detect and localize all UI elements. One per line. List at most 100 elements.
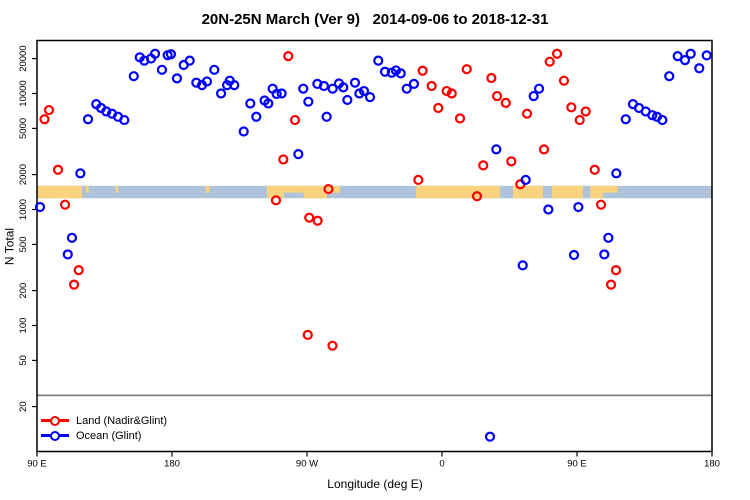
land-strip-segment bbox=[266, 185, 284, 199]
data-point bbox=[528, 90, 539, 102]
x-tick-label: 90 E bbox=[567, 459, 587, 470]
island-strip-segment bbox=[85, 185, 89, 193]
data-point bbox=[59, 199, 71, 210]
data-point bbox=[647, 110, 658, 121]
data-point bbox=[119, 114, 130, 126]
data-point bbox=[364, 92, 376, 103]
data-point bbox=[558, 75, 570, 86]
x-tick-label: 0 bbox=[439, 459, 444, 470]
data-point bbox=[128, 71, 139, 82]
data-point bbox=[611, 168, 622, 179]
data-point bbox=[209, 64, 220, 75]
data-point bbox=[603, 232, 614, 243]
data-point bbox=[62, 249, 73, 260]
data-point bbox=[491, 144, 502, 155]
data-point bbox=[433, 102, 444, 114]
data-point bbox=[66, 232, 78, 243]
data-point bbox=[373, 55, 384, 66]
data-point bbox=[551, 48, 563, 59]
data-point bbox=[599, 249, 610, 260]
y-tick-label: 20000 bbox=[18, 45, 29, 71]
legend-label-ocean: Ocean (Glint) bbox=[76, 429, 142, 442]
data-point bbox=[533, 83, 545, 94]
data-point bbox=[395, 68, 406, 79]
data-point bbox=[538, 144, 550, 155]
data-point bbox=[379, 66, 391, 77]
data-point bbox=[156, 64, 168, 75]
data-point bbox=[165, 49, 177, 60]
data-point bbox=[446, 88, 457, 99]
data-point bbox=[283, 51, 294, 62]
y-tick-label: 10000 bbox=[18, 80, 29, 106]
data-point bbox=[573, 201, 584, 213]
legend: Land (Nadir&Glint) Ocean (Glint) bbox=[41, 413, 167, 443]
land-strip-segment bbox=[37, 185, 82, 199]
data-point bbox=[184, 55, 195, 66]
data-point bbox=[672, 51, 683, 62]
data-point bbox=[323, 183, 334, 195]
data-point bbox=[149, 48, 161, 59]
data-point bbox=[201, 76, 213, 87]
data-point bbox=[298, 83, 309, 94]
data-point bbox=[664, 71, 675, 82]
data-point bbox=[491, 90, 503, 102]
data-point bbox=[271, 88, 282, 100]
x-tick-label: 90 E bbox=[27, 459, 47, 470]
y-tick-label: 5000 bbox=[18, 118, 29, 139]
island-strip-segment bbox=[283, 185, 304, 193]
data-point bbox=[589, 164, 600, 175]
land-strip-segment bbox=[416, 185, 501, 199]
data-point bbox=[417, 65, 428, 76]
data-point bbox=[679, 55, 691, 66]
data-point bbox=[685, 48, 696, 59]
data-point bbox=[694, 63, 705, 74]
y-tick-label: 200 bbox=[18, 283, 29, 299]
data-point bbox=[358, 85, 370, 97]
data-point bbox=[289, 114, 301, 126]
data-point bbox=[566, 102, 577, 113]
legend-label-land: Land (Nadir&Glint) bbox=[76, 414, 168, 427]
data-point bbox=[478, 160, 489, 171]
y-tick-label: 20 bbox=[18, 401, 29, 412]
data-point bbox=[486, 72, 497, 84]
data-point bbox=[302, 329, 313, 340]
data-point bbox=[191, 77, 202, 88]
land-series-symbol bbox=[41, 414, 69, 428]
data-point bbox=[73, 265, 84, 276]
legend-item-ocean: Ocean (Glint) bbox=[41, 428, 167, 443]
y-tick-label: 500 bbox=[18, 236, 29, 252]
data-point bbox=[68, 279, 80, 290]
data-point bbox=[245, 98, 256, 109]
data-point bbox=[401, 83, 412, 94]
data-point bbox=[312, 215, 323, 226]
y-tick-label: 50 bbox=[18, 355, 29, 366]
data-point bbox=[484, 431, 496, 442]
x-tick-label: 180 bbox=[164, 459, 180, 470]
data-point bbox=[349, 77, 361, 88]
y-tick-label: 2000 bbox=[18, 164, 29, 185]
ocean-series-circle-icon bbox=[50, 430, 60, 441]
plot-border bbox=[36, 39, 713, 453]
data-point bbox=[327, 340, 338, 351]
chart-title: 20N-25N March (Ver 9) 2014-09-06 to 2018… bbox=[201, 11, 549, 28]
data-point bbox=[276, 88, 287, 99]
data-point bbox=[543, 204, 554, 215]
data-point bbox=[408, 78, 420, 89]
data-point bbox=[413, 174, 424, 185]
data-point bbox=[321, 111, 332, 122]
data-point bbox=[580, 106, 591, 117]
data-point bbox=[304, 212, 315, 223]
data-point bbox=[338, 82, 349, 93]
data-point bbox=[544, 56, 555, 67]
data-point bbox=[82, 114, 94, 125]
data-point bbox=[454, 113, 466, 124]
data-point bbox=[75, 168, 86, 179]
data-point bbox=[620, 114, 631, 125]
data-point bbox=[701, 50, 712, 61]
data-point bbox=[517, 260, 528, 271]
data-point bbox=[101, 106, 112, 117]
data-point bbox=[303, 96, 314, 107]
data-point bbox=[43, 104, 55, 116]
data-point bbox=[471, 191, 483, 202]
